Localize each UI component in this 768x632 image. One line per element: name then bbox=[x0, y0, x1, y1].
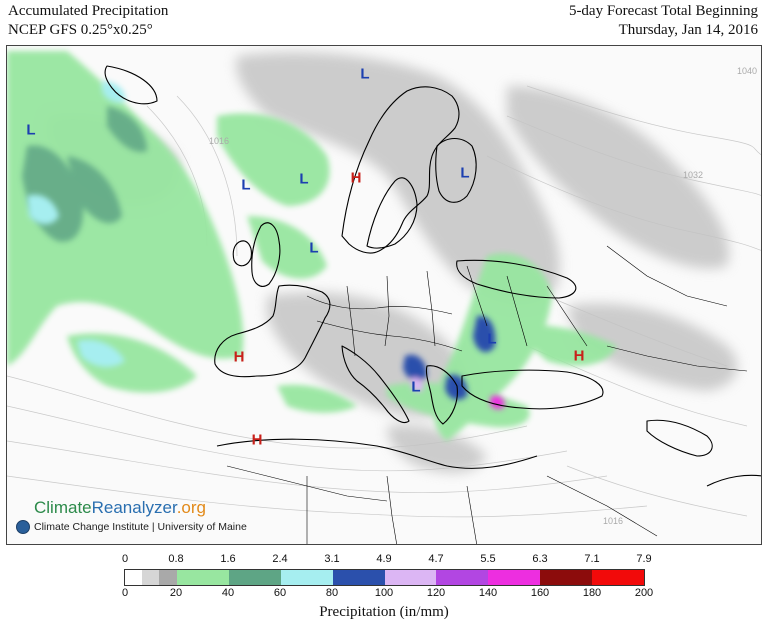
institution-line: Climate Change Institute | University of… bbox=[16, 520, 247, 534]
precipitation-color-scale bbox=[124, 569, 645, 586]
legend-inch-label: 0 bbox=[121, 553, 129, 565]
legend-inch-label: 4.9 bbox=[376, 553, 392, 565]
site-name-part: .org bbox=[176, 498, 206, 517]
legend-mm-label: 200 bbox=[634, 587, 654, 599]
site-name-part: Climate bbox=[34, 498, 92, 517]
low-pressure-marker[interactable]: L bbox=[460, 164, 470, 182]
legend-swatch bbox=[228, 570, 281, 585]
country-borders bbox=[226, 245, 748, 544]
legend-inch-label: 6.3 bbox=[532, 553, 548, 565]
low-pressure-marker[interactable]: L bbox=[299, 170, 309, 188]
legend-swatch bbox=[332, 570, 385, 585]
high-pressure-marker[interactable]: H bbox=[573, 347, 585, 365]
legend-mm-labels: 0 20 40 60 80 100 120 140 160 180 200 bbox=[0, 587, 768, 601]
legend-inch-label: 2.4 bbox=[272, 553, 288, 565]
low-pressure-marker[interactable]: L bbox=[241, 176, 251, 194]
isobar-label: 1016 bbox=[603, 516, 623, 526]
legend-mm-label: 40 bbox=[221, 587, 235, 599]
legend-mm-label: 100 bbox=[374, 587, 394, 599]
legend-swatch bbox=[436, 570, 489, 585]
map-title: Accumulated Precipitation bbox=[8, 3, 169, 19]
low-pressure-marker[interactable]: L bbox=[487, 330, 497, 348]
legend-inch-label: 4.7 bbox=[428, 553, 444, 565]
high-pressure-marker[interactable]: H bbox=[350, 169, 362, 187]
university-seal-icon bbox=[16, 520, 30, 534]
legend-inch-labels: 0 0.8 1.6 2.4 3.1 4.9 4.7 5.5 6.3 7.1 7.… bbox=[0, 553, 768, 567]
high-pressure-marker[interactable]: H bbox=[251, 431, 263, 449]
isobar-label: 1040 bbox=[737, 66, 757, 76]
legend-inch-label: 0.8 bbox=[168, 553, 184, 565]
legend-inch-label: 3.1 bbox=[324, 553, 340, 565]
legend-swatch bbox=[176, 570, 229, 585]
high-pressure-marker[interactable]: H bbox=[233, 348, 245, 366]
legend-swatch bbox=[125, 570, 143, 585]
legend-swatch bbox=[540, 570, 593, 585]
low-pressure-marker[interactable]: L bbox=[411, 378, 421, 396]
legend-mm-label: 20 bbox=[169, 587, 183, 599]
low-pressure-marker[interactable]: L bbox=[360, 65, 370, 83]
legend-mm-label: 60 bbox=[273, 587, 287, 599]
forecast-date: Thursday, Jan 14, 2016 bbox=[618, 22, 758, 38]
model-name: NCEP GFS 0.25°x0.25° bbox=[8, 22, 153, 38]
legend-title: Precipitation (in/mm) bbox=[319, 604, 449, 620]
isobar-label: 1016 bbox=[209, 136, 229, 146]
legend-inch-label: 1.6 bbox=[220, 553, 236, 565]
legend-swatch bbox=[280, 570, 333, 585]
legend-swatch bbox=[159, 570, 177, 585]
legend-mm-label: 180 bbox=[582, 587, 602, 599]
legend-inch-label: 5.5 bbox=[480, 553, 496, 565]
coastlines bbox=[104, 65, 761, 487]
forecast-period: 5-day Forecast Total Beginning bbox=[568, 3, 758, 19]
legend-swatch bbox=[488, 570, 541, 585]
map-header-left: Accumulated Precipitation NCEP GFS 0.25°… bbox=[8, 2, 168, 40]
institution-text: Climate Change Institute | University of… bbox=[34, 521, 247, 533]
map-canvas: 1040 1032 1016 1016 bbox=[7, 51, 761, 544]
legend-mm-label: 160 bbox=[530, 587, 550, 599]
legend-swatch bbox=[384, 570, 437, 585]
site-logo-text[interactable]: ClimateReanalyzer.org bbox=[34, 498, 247, 518]
legend-inch-label: 7.9 bbox=[636, 553, 652, 565]
legend-mm-label: 80 bbox=[325, 587, 339, 599]
legend-mm-label: 0 bbox=[121, 587, 129, 599]
credit-block: ClimateReanalyzer.org Climate Change Ins… bbox=[16, 498, 247, 534]
legend-swatch bbox=[592, 570, 645, 585]
legend-mm-label: 120 bbox=[426, 587, 446, 599]
precipitation-map[interactable]: 1040 1032 1016 1016 L L L L L L L L H H … bbox=[6, 45, 762, 545]
low-pressure-marker[interactable]: L bbox=[26, 121, 36, 139]
map-header-right: 5-day Forecast Total Beginning Thursday,… bbox=[569, 2, 758, 40]
legend-inch-label: 7.1 bbox=[584, 553, 600, 565]
isobar-label: 1032 bbox=[683, 170, 703, 180]
legend-swatch bbox=[142, 570, 160, 585]
low-pressure-marker[interactable]: L bbox=[309, 239, 319, 257]
site-name-part: Reanalyzer bbox=[91, 498, 177, 517]
legend-mm-label: 140 bbox=[478, 587, 498, 599]
